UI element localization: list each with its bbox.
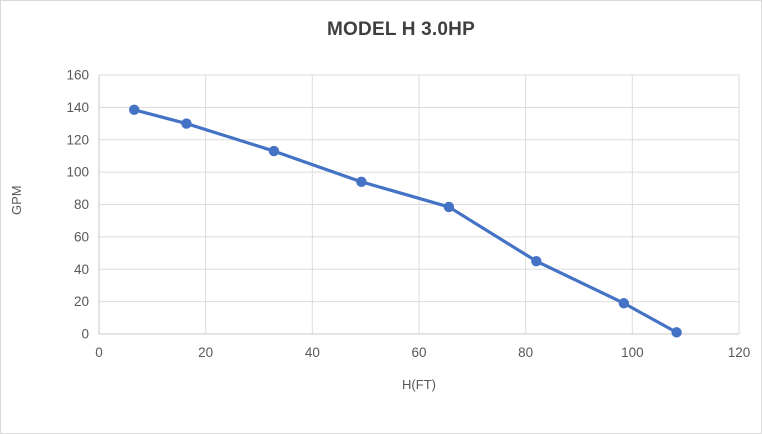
y-tick-label: 100 bbox=[66, 165, 89, 180]
x-tick-label: 20 bbox=[198, 345, 213, 360]
y-tick-label: 120 bbox=[66, 132, 89, 147]
data-point-marker bbox=[531, 255, 542, 267]
chart-title: MODEL H 3.0HP bbox=[327, 19, 475, 40]
y-tick-label: 80 bbox=[74, 197, 89, 212]
y-tick-label: 0 bbox=[81, 327, 89, 342]
y-tick-label: 60 bbox=[74, 229, 89, 244]
y-tick-label: 160 bbox=[66, 68, 89, 83]
y-axis-title: GPM bbox=[9, 185, 24, 215]
data-point-marker bbox=[129, 104, 140, 116]
x-tick-label: 100 bbox=[621, 345, 644, 360]
x-tick-label: 80 bbox=[518, 345, 533, 360]
y-tick-label: 140 bbox=[66, 100, 89, 115]
data-line bbox=[132, 108, 679, 334]
x-tick-label: 40 bbox=[305, 345, 320, 360]
data-point-marker bbox=[443, 201, 455, 213]
data-point-marker bbox=[618, 298, 629, 309]
data-point-marker bbox=[356, 176, 367, 188]
y-tick-label: 40 bbox=[74, 262, 89, 277]
x-tick-label: 0 bbox=[95, 345, 103, 360]
x-tick-label: 120 bbox=[728, 345, 751, 360]
y-tick-label: 20 bbox=[74, 294, 89, 309]
data-point-marker bbox=[268, 145, 280, 157]
data-point-marker bbox=[671, 327, 682, 338]
x-tick-label: 60 bbox=[411, 345, 426, 360]
x-axis-title: H(FT) bbox=[402, 377, 436, 392]
data-point-marker bbox=[181, 118, 192, 129]
